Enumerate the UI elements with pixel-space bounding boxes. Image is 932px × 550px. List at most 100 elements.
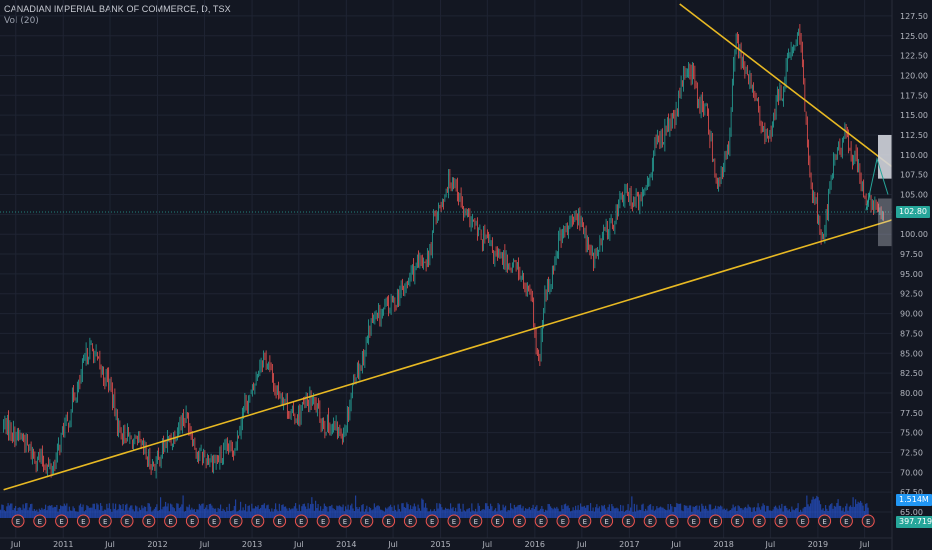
volume-bar: [178, 507, 180, 518]
price-tick-label: 67.50: [900, 488, 923, 497]
earnings-marker[interactable]: E: [534, 514, 548, 528]
earnings-marker[interactable]: E: [621, 514, 635, 528]
earnings-marker-label: E: [822, 518, 826, 526]
earnings-marker[interactable]: E: [643, 514, 657, 528]
volume-bar: [731, 508, 733, 518]
earnings-marker[interactable]: E: [469, 514, 483, 528]
earnings-marker[interactable]: E: [709, 514, 723, 528]
volume-bar: [65, 505, 67, 518]
projection-path[interactable]: [865, 156, 889, 211]
volume-bar: [762, 503, 764, 518]
volume-bar: [540, 508, 542, 518]
volume-bar: [143, 506, 145, 518]
earnings-marker[interactable]: E: [98, 514, 112, 528]
volume-bar: [242, 507, 244, 518]
volume-bar: [71, 510, 73, 518]
volume-bar: [523, 510, 525, 518]
earnings-marker[interactable]: E: [33, 514, 47, 528]
price-scale[interactable]: 127.50 125.00 122.50 120.00 117.50 115.00 112.…: [891, 0, 928, 550]
volume-bar: [623, 511, 625, 518]
earnings-marker[interactable]: E: [447, 514, 461, 528]
volume-bar: [233, 505, 235, 518]
earnings-marker[interactable]: E: [55, 514, 69, 528]
volume-bar: [786, 508, 788, 518]
volume-histogram: [0, 495, 869, 518]
earnings-marker[interactable]: E: [294, 514, 308, 528]
earnings-marker-label: E: [692, 518, 696, 526]
volume-bar: [258, 509, 260, 518]
earnings-marker[interactable]: E: [316, 514, 330, 528]
earnings-marker[interactable]: E: [796, 514, 810, 528]
price-tick-label: 117.50: [900, 91, 928, 100]
earnings-marker[interactable]: E: [556, 514, 570, 528]
earnings-marker[interactable]: E: [76, 514, 90, 528]
earnings-marker[interactable]: E: [578, 514, 592, 528]
earnings-marker[interactable]: E: [251, 514, 265, 528]
projection-drawing[interactable]: [865, 134, 892, 247]
resistance-trendline[interactable]: [679, 3, 893, 168]
earnings-marker[interactable]: E: [730, 514, 744, 528]
earnings-marker[interactable]: E: [207, 514, 221, 528]
earnings-marker[interactable]: E: [11, 514, 25, 528]
volume-bar: [501, 510, 503, 518]
earnings-marker[interactable]: E: [818, 514, 832, 528]
earnings-marker[interactable]: E: [752, 514, 766, 528]
support-trendline[interactable]: [3, 219, 893, 491]
volume-bar: [655, 509, 657, 518]
earnings-marker[interactable]: E: [491, 514, 505, 528]
volume-bar: [27, 510, 29, 518]
price-tick-label: 95.00: [900, 270, 923, 279]
earnings-marker[interactable]: E: [687, 514, 701, 528]
volume-bar: [200, 505, 202, 518]
projection-target-box[interactable]: [878, 134, 892, 179]
earnings-marker[interactable]: E: [600, 514, 614, 528]
volume-bar: [715, 505, 717, 518]
volume-bar: [153, 508, 155, 518]
volume-bar: [452, 507, 454, 518]
volume-bar: [535, 506, 537, 518]
earnings-marker[interactable]: E: [382, 514, 396, 528]
volume-bar: [673, 506, 675, 518]
volume-bar: [130, 505, 132, 518]
volume-bar: [43, 508, 45, 518]
earnings-marker[interactable]: E: [512, 514, 526, 528]
volume-bar: [26, 503, 28, 518]
earnings-marker[interactable]: E: [403, 514, 417, 528]
projection-range-box[interactable]: [878, 198, 892, 247]
symbol-title[interactable]: CANADIAN IMPERIAL BANK OF COMMERCE, D, T…: [4, 4, 231, 14]
volume-bar: [653, 510, 655, 518]
volume-bar: [676, 503, 678, 518]
earnings-marker[interactable]: E: [425, 514, 439, 528]
earnings-marker[interactable]: E: [665, 514, 679, 528]
volume-bar: [322, 508, 324, 518]
earnings-marker[interactable]: E: [120, 514, 134, 528]
volume-bar: [51, 505, 53, 518]
earnings-marker[interactable]: E: [164, 514, 178, 528]
volume-indicator-label[interactable]: Vol (20): [4, 16, 39, 26]
volume-bar: [516, 506, 518, 518]
earnings-marker[interactable]: E: [338, 514, 352, 528]
earnings-marker[interactable]: E: [185, 514, 199, 528]
earnings-marker[interactable]: E: [142, 514, 156, 528]
volume-bar: [206, 505, 208, 518]
volume-bar: [371, 510, 373, 518]
earnings-marker[interactable]: E: [839, 514, 853, 528]
earnings-marker-label: E: [386, 518, 390, 526]
volume-bar: [665, 509, 667, 518]
volume-bar: [737, 505, 739, 518]
volume-bar: [622, 505, 624, 518]
volume-bar: [358, 507, 360, 518]
earnings-marker[interactable]: E: [861, 514, 875, 528]
earnings-marker[interactable]: E: [360, 514, 374, 528]
earnings-marker[interactable]: E: [229, 514, 243, 528]
earnings-marker[interactable]: E: [273, 514, 287, 528]
time-axis[interactable]: Jul 2011 Jul 2012 Jul 2013 Jul 2014 Jul 2015 Jul 20…: [0, 537, 892, 549]
volume-bar: [685, 505, 687, 518]
earnings-marker[interactable]: E: [774, 514, 788, 528]
trendlines[interactable]: [3, 3, 893, 491]
volume-bar: [643, 511, 645, 518]
volume-bar: [262, 504, 264, 518]
volume-bar: [768, 510, 770, 518]
earnings-marker-label: E: [495, 518, 499, 526]
